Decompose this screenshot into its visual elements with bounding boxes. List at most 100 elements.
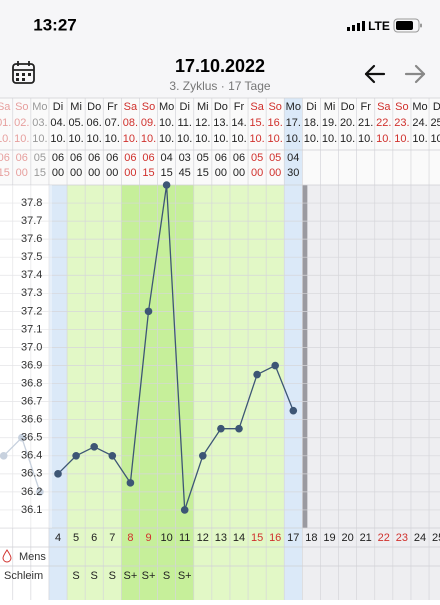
minute-label: 00 [269, 167, 281, 179]
month-label: 10. [430, 133, 440, 145]
date-label: 07. [105, 117, 120, 129]
signal-icon [347, 21, 365, 31]
cycle-day-label: 24 [414, 532, 426, 544]
day-column [0, 185, 13, 600]
row-label: Schleim [4, 570, 43, 582]
weekday-label: Fr [107, 101, 118, 113]
day-column [320, 185, 339, 600]
minute-label: 15 [34, 167, 46, 179]
month-label: 10. [177, 133, 192, 145]
cycle-day-label: 6 [91, 532, 97, 544]
day-column [374, 185, 393, 600]
y-tick-label: 36.9 [21, 359, 42, 371]
month-label: 10. [105, 133, 120, 145]
month-label: 10. [249, 133, 264, 145]
hour-label: 06 [124, 152, 136, 164]
weekday-label: Mo [159, 101, 174, 113]
minute-label: 00 [233, 167, 245, 179]
minute-label: 00 [70, 167, 82, 179]
next-button[interactable] [404, 64, 426, 84]
y-tick-label: 36.4 [21, 450, 42, 462]
network-label: LTE [368, 19, 390, 33]
date-label: 25. [430, 117, 440, 129]
day-column [103, 185, 122, 600]
temperature-point [0, 451, 8, 460]
y-tick-label: 37.1 [21, 323, 42, 335]
month-label: 10. [68, 133, 83, 145]
month-label: 10. [87, 133, 102, 145]
date-label: 22. [376, 117, 391, 129]
cycle-day-label: 10 [160, 532, 172, 544]
header-title: 17.10.2022 [175, 56, 265, 76]
weekday-label: Sa [250, 101, 264, 113]
schleim-entry: S [91, 570, 98, 582]
day-column [284, 185, 303, 600]
month-label: 10. [159, 133, 174, 145]
y-tick-label: 36.8 [21, 377, 42, 389]
minute-label: 00 [88, 167, 100, 179]
mens-drop-icon [2, 549, 12, 563]
y-tick-label: 37.3 [21, 287, 42, 299]
temperature-point [180, 506, 189, 514]
date-label: 15. [249, 117, 264, 129]
date-label: 12. [195, 117, 210, 129]
month-label: 10. [376, 133, 391, 145]
y-tick-label: 36.5 [21, 432, 42, 444]
date-label: 08. [123, 117, 138, 129]
minute-label: 30 [287, 167, 299, 179]
temperature-point [90, 442, 98, 451]
day-column [12, 185, 31, 600]
schleim-entry: S+ [178, 570, 192, 582]
prev-button[interactable] [364, 64, 386, 84]
temperature-point [289, 406, 298, 415]
minute-label: 15 [160, 167, 172, 179]
calendar-button[interactable] [12, 61, 35, 84]
weekday-label: Mi [70, 101, 82, 113]
day-column [211, 185, 230, 600]
weekday-label: Do [341, 101, 355, 113]
y-tick-label: 37.7 [21, 215, 42, 227]
weekday-label: Fr [234, 101, 245, 113]
day-column [67, 185, 86, 600]
hour-label: 05 [197, 152, 209, 164]
date-label: 14. [231, 117, 246, 129]
weekday-label: Di [433, 101, 440, 113]
month-label: 10. [394, 133, 409, 145]
temperature-point [72, 451, 80, 460]
temperature-point [253, 370, 261, 379]
cycle-day-label: 8 [127, 532, 133, 544]
weekday-label: Mi [197, 101, 209, 113]
cycle-day-label: 16 [269, 532, 281, 544]
y-tick-label: 37.8 [21, 197, 42, 209]
month-label: 10. [231, 133, 246, 145]
temperature-point [126, 479, 135, 487]
schleim-entry: S+ [142, 570, 156, 582]
date-label: 17. [286, 117, 301, 129]
date-label: 19. [322, 117, 337, 129]
status-time: 13:27 [33, 15, 76, 34]
month-label: 10. [412, 133, 427, 145]
date-label: 24. [412, 117, 427, 129]
y-tick-label: 36.1 [21, 504, 42, 516]
cycle-day-label: 9 [145, 532, 151, 544]
y-tick-label: 37.6 [21, 233, 42, 245]
date-label: 03. [32, 117, 47, 129]
temperature-point [199, 451, 207, 460]
hour-label: 05 [269, 152, 281, 164]
minute-label: 15 [197, 167, 209, 179]
month-label: 10. [0, 133, 11, 145]
month-label: 10. [14, 133, 29, 145]
hour-label: 05 [34, 152, 46, 164]
temperature-point [108, 451, 117, 460]
date-label: 20. [340, 117, 355, 129]
hour-label: 04 [287, 152, 299, 164]
hour-label: 04 [160, 152, 172, 164]
hour-label: 06 [70, 152, 82, 164]
cycle-day-label: 22 [378, 532, 390, 544]
weekday-label: Do [87, 101, 101, 113]
date-label: 06. [87, 117, 102, 129]
hour-label: 03 [179, 152, 191, 164]
day-column [157, 185, 176, 600]
